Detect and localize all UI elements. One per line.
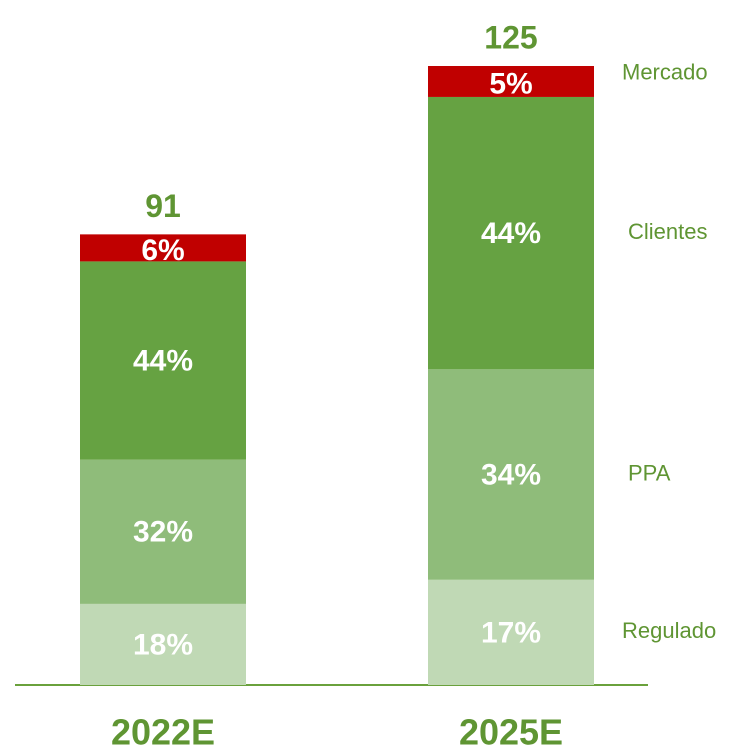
legend-label: Regulado [622, 618, 716, 643]
bar-segment [80, 261, 246, 460]
x-tick-label: 2025E [459, 712, 563, 753]
total-label: 91 [145, 188, 181, 224]
segment-label: 17% [481, 616, 541, 649]
bar-segment [80, 234, 246, 262]
bar-segment [428, 96, 594, 370]
bar-segment [428, 579, 594, 685]
total-label: 125 [484, 19, 537, 55]
legend-label: PPA [628, 460, 671, 485]
segment-label: 44% [481, 217, 541, 250]
x-tick-label: 2022E [111, 712, 215, 753]
segment-label: 34% [481, 458, 541, 491]
bar-segment [80, 603, 246, 685]
segment-label: 32% [133, 516, 193, 549]
segment-label: 6% [141, 234, 184, 267]
segment-label: 5% [489, 67, 532, 100]
bar-segment [428, 66, 594, 97]
legend-label: Mercado [622, 59, 708, 84]
segment-label: 44% [133, 344, 193, 377]
bar-segment [428, 369, 594, 580]
bar-segment [80, 459, 246, 604]
segment-label: 18% [133, 628, 193, 661]
legend-label: Clientes [628, 219, 707, 244]
